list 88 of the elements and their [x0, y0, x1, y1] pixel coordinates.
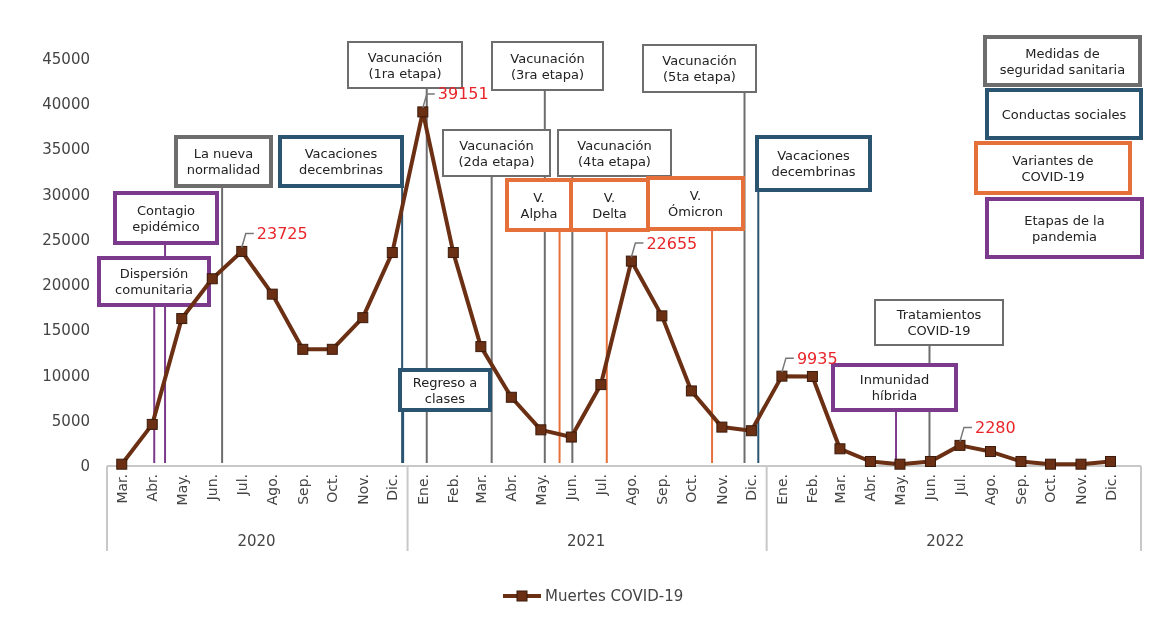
legend-label: Muertes COVID-19 [545, 587, 684, 605]
y-tick-label: 15000 [42, 321, 90, 340]
ref-line-label: V. Delta [592, 189, 627, 221]
ref-line-label: Vacunación (2da etapa) [458, 137, 535, 169]
label-box: Vacunación (5ta etapa) [642, 44, 757, 93]
x-tick-label: Dic. [384, 474, 401, 501]
x-tick-label: Mar. [831, 474, 848, 504]
x-tick-label: Sep. [1012, 474, 1029, 505]
label-box: Vacaciones decembrinas [755, 135, 872, 192]
label-box: Vacaciones decembrinas [278, 135, 404, 188]
ref-line-label: Contagio epidémico [132, 202, 200, 234]
ref-line-label: Vacaciones decembrinas [771, 148, 856, 179]
x-tick-label: Abr. [862, 474, 879, 502]
ref-line-label: Vacunación (5ta etapa) [662, 53, 737, 84]
x-tick-label: Ago. [982, 474, 999, 506]
x-tick-label: Jul. [951, 474, 968, 497]
ref-line-label: Inmunidad híbrida [859, 372, 930, 403]
y-tick-label: 35000 [42, 140, 90, 159]
x-tick-label: Nov. [1072, 474, 1089, 505]
x2-tick-label: 2022 [926, 532, 965, 550]
x-tick-label: Mar. [113, 474, 130, 504]
x-tick-label: Feb. [804, 474, 821, 504]
x-tick-label: Jun. [563, 474, 580, 502]
label-box: Vacunación (2da etapa) [442, 129, 551, 177]
ref-line-label: Tratamientos COVID-19 [895, 307, 982, 338]
y-tick-label: 5000 [51, 411, 90, 430]
x-tick-label: Jun. [922, 474, 939, 502]
x-tick-label: Ene. [773, 474, 790, 505]
label-box: Vacunación (3ra etapa) [491, 41, 604, 91]
x-tick-label: Oct. [324, 474, 341, 503]
x-tick-label: Mar. [472, 474, 489, 504]
x-tick-label: Sep. [653, 474, 670, 505]
x-tick-label: Ago. [264, 474, 281, 506]
x-tick-label: Nov. [354, 474, 371, 505]
ref-line-label: Vacaciones decembrinas [298, 146, 384, 177]
y-tick-label: 0 [80, 457, 90, 475]
label-box: Vacunación (4ta etapa) [557, 129, 672, 177]
ref-line-label: Vacunación (4ta etapa) [577, 137, 652, 169]
y-tick-label: 40000 [42, 95, 90, 114]
y-tick-label: 25000 [42, 230, 90, 249]
ref-line-label: Dispersión comunitaria [115, 266, 193, 297]
x-tick-label: Abr. [144, 474, 161, 502]
ref-line-label: La nueva normalidad [186, 146, 261, 177]
data-label: 2280 [974, 417, 1016, 437]
x2-tick-label: 2020 [237, 532, 276, 550]
key-box: Medidas de seguridad sanitaria [983, 35, 1142, 87]
ref-line-label: V. Ómicron [668, 188, 723, 219]
x-tick-label: Dic. [743, 474, 760, 501]
label-box: Tratamientos COVID-19 [874, 299, 1004, 346]
annotation: Conductas sociales [1001, 106, 1127, 122]
x-tick-label: May. [173, 474, 190, 506]
annotation: Medidas de seguridad sanitaria [999, 45, 1126, 77]
x-tick-label: Oct. [1042, 474, 1059, 503]
data-label: 23725 [256, 223, 308, 243]
x-tick-label: Nov. [713, 474, 730, 505]
annotation: Variantes de COVID-19 [1012, 152, 1094, 184]
y-tick-label: 20000 [42, 276, 90, 295]
x-tick-label: May. [532, 474, 549, 506]
key-box: Etapas de la pandemia [985, 197, 1144, 259]
x-tick-label: Jun. [204, 474, 221, 502]
ref-line-label: Regreso a clases [412, 374, 478, 406]
x-tick-label: Ago. [623, 474, 640, 506]
label-box: Dispersión comunitaria [97, 256, 211, 307]
x2-tick-label: 2021 [567, 532, 606, 550]
x-tick-label: Jul. [592, 474, 609, 497]
key-box: Conductas sociales [985, 88, 1143, 140]
data-label: 22655 [646, 233, 698, 253]
x-tick-label: May. [891, 474, 908, 506]
x-tick-label: Feb. [445, 474, 462, 504]
ref-line-label: Vacunación (1ra etapa) [367, 49, 443, 81]
x-tick-label: Dic. [1102, 474, 1119, 501]
annotation: Etapas de la pandemia [1024, 212, 1105, 244]
label-box: Contagio epidémico [113, 191, 219, 245]
x-tick-label: Sep. [294, 474, 311, 505]
ref-line-label: V. Alpha [520, 189, 558, 221]
label-box: La nueva normalidad [174, 135, 273, 188]
x-tick-label: Ene. [414, 474, 431, 505]
key-box: Variantes de COVID-19 [974, 141, 1132, 195]
y-tick-label: 45000 [42, 50, 90, 68]
x-tick-label: Oct. [683, 474, 700, 503]
label-box: Inmunidad híbrida [831, 363, 958, 412]
x-tick-label: Abr. [503, 474, 520, 502]
y-tick-label: 30000 [42, 185, 90, 204]
label-box: V. Ómicron [646, 176, 745, 231]
label-box: Regreso a clases [398, 368, 492, 412]
y-tick-label: 10000 [42, 366, 90, 385]
ref-line-label: Vacunación (3ra etapa) [510, 50, 585, 82]
x-tick-label: Jul. [233, 474, 250, 497]
